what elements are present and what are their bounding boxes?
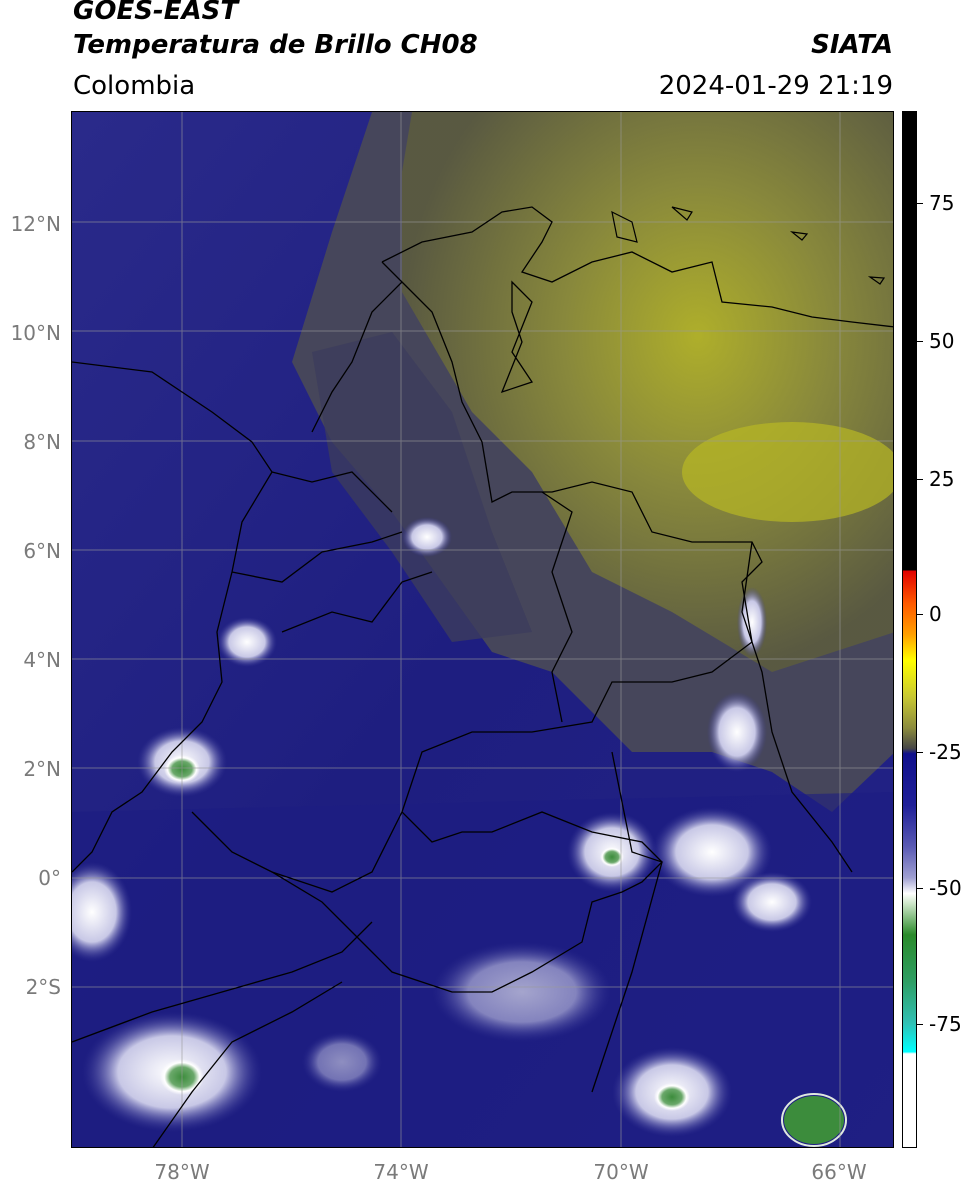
borders xyxy=(72,206,893,1147)
satellite-map xyxy=(71,111,894,1148)
colorbar-tick-minus25: -25 xyxy=(929,740,962,764)
lon-label-66w: 66°W xyxy=(811,1160,867,1184)
satellite-title: GOES-EAST xyxy=(73,0,239,26)
graticule xyxy=(72,112,893,1147)
colorbar-tick-0: 0 xyxy=(929,602,942,626)
lat-label-8n: 8°N xyxy=(23,430,61,454)
lon-label-70w: 70°W xyxy=(593,1160,649,1184)
colorbar xyxy=(902,111,917,1148)
lat-label-2s: 2°S xyxy=(25,975,61,999)
lon-label-78w: 78°W xyxy=(154,1160,210,1184)
warm-region xyxy=(402,112,893,672)
colorbar-tick-minus50: -50 xyxy=(929,876,962,900)
product-title: Temperatura de Brillo CH08 xyxy=(73,30,478,60)
colorbar-tick-minus75: -75 xyxy=(929,1012,962,1036)
region-label: Colombia xyxy=(73,71,196,101)
lat-label-12n: 12°N xyxy=(10,212,61,236)
lat-label-6n: 6°N xyxy=(23,539,61,563)
brand-label: SIATA xyxy=(811,30,893,60)
colorbar-tick-50: 50 xyxy=(929,329,955,353)
lon-label-74w: 74°W xyxy=(373,1160,429,1184)
lat-label-0: 0° xyxy=(38,866,61,890)
lat-label-4n: 4°N xyxy=(23,648,61,672)
map-canvas xyxy=(72,112,893,1147)
lat-label-10n: 10°N xyxy=(10,321,61,345)
lat-label-2n: 2°N xyxy=(23,757,61,781)
colorbar-tick-75: 75 xyxy=(929,191,955,215)
timestamp-label: 2024-01-29 21:19 xyxy=(658,71,893,101)
colorbar-tick-25: 25 xyxy=(929,467,955,491)
